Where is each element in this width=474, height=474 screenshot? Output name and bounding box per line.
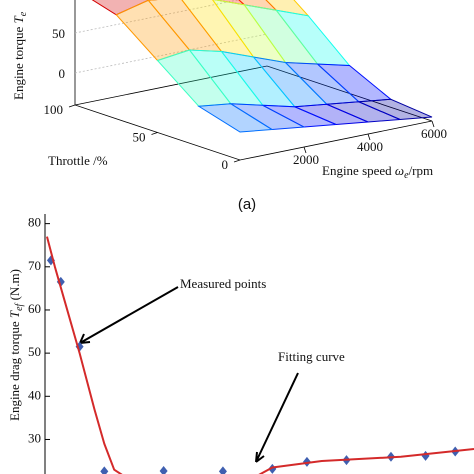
label-part: (N.m) bbox=[7, 269, 22, 304]
y-tick-label: 100 bbox=[44, 102, 64, 117]
annotation: Measured points bbox=[180, 276, 266, 291]
label-part: T bbox=[11, 15, 26, 23]
z-axis-label: Engine torque Te bbox=[11, 11, 29, 100]
data-point bbox=[302, 456, 311, 467]
label-part: ef bbox=[14, 302, 25, 310]
label-part: Engine torque bbox=[11, 23, 26, 100]
tick-mark bbox=[303, 146, 307, 154]
label-part: Engine drag torque bbox=[7, 318, 22, 421]
tick-mark bbox=[68, 104, 76, 108]
annotation: Fitting curve bbox=[278, 349, 345, 364]
y-tick-label: 0 bbox=[222, 157, 229, 172]
tick-mark bbox=[151, 132, 158, 135]
arrow bbox=[255, 372, 299, 463]
x-tick-label: 2000 bbox=[293, 152, 319, 167]
label-part: e bbox=[404, 170, 409, 181]
label-part: /rpm bbox=[409, 163, 434, 178]
x-tick-label: 4000 bbox=[357, 139, 383, 154]
label-part: ω bbox=[395, 163, 404, 178]
caption: (a) bbox=[238, 196, 256, 213]
data-point bbox=[159, 465, 168, 474]
tick-mark bbox=[233, 159, 241, 163]
y-tick-label: 50 bbox=[133, 129, 146, 144]
y-axis-label: Engine drag torque Tef (N.m) bbox=[7, 269, 25, 421]
plot-area bbox=[46, 236, 474, 474]
grid-line bbox=[74, 33, 268, 74]
z-tick-label: 0 bbox=[59, 66, 66, 81]
axes-3d bbox=[68, 0, 435, 163]
y-axis-label: Throttle /% bbox=[48, 153, 108, 168]
y-tick-label: 50 bbox=[28, 344, 41, 359]
label-part: Engine speed bbox=[322, 163, 395, 178]
arrow bbox=[79, 286, 179, 344]
tick-mark bbox=[431, 120, 435, 128]
tick-mark bbox=[367, 133, 371, 141]
fit-curve bbox=[46, 236, 474, 474]
surface-patch bbox=[197, 103, 274, 133]
data-point bbox=[100, 466, 109, 474]
y-tick-label: 80 bbox=[28, 215, 41, 230]
y-tick-label: 30 bbox=[28, 430, 41, 445]
grid-line bbox=[74, 0, 240, 34]
z-tick-label: 50 bbox=[52, 26, 65, 41]
label-part: e bbox=[18, 11, 29, 16]
x-tick-label: 6000 bbox=[421, 126, 447, 141]
y-tick-label: 40 bbox=[28, 387, 41, 402]
y-tick-label: 70 bbox=[28, 258, 41, 273]
x-axis-label: Engine speed ωe/rpm bbox=[322, 163, 433, 181]
y-tick-label: 60 bbox=[28, 301, 41, 316]
data-point bbox=[218, 466, 227, 474]
label-part: T bbox=[7, 310, 22, 318]
data-point bbox=[421, 450, 430, 461]
